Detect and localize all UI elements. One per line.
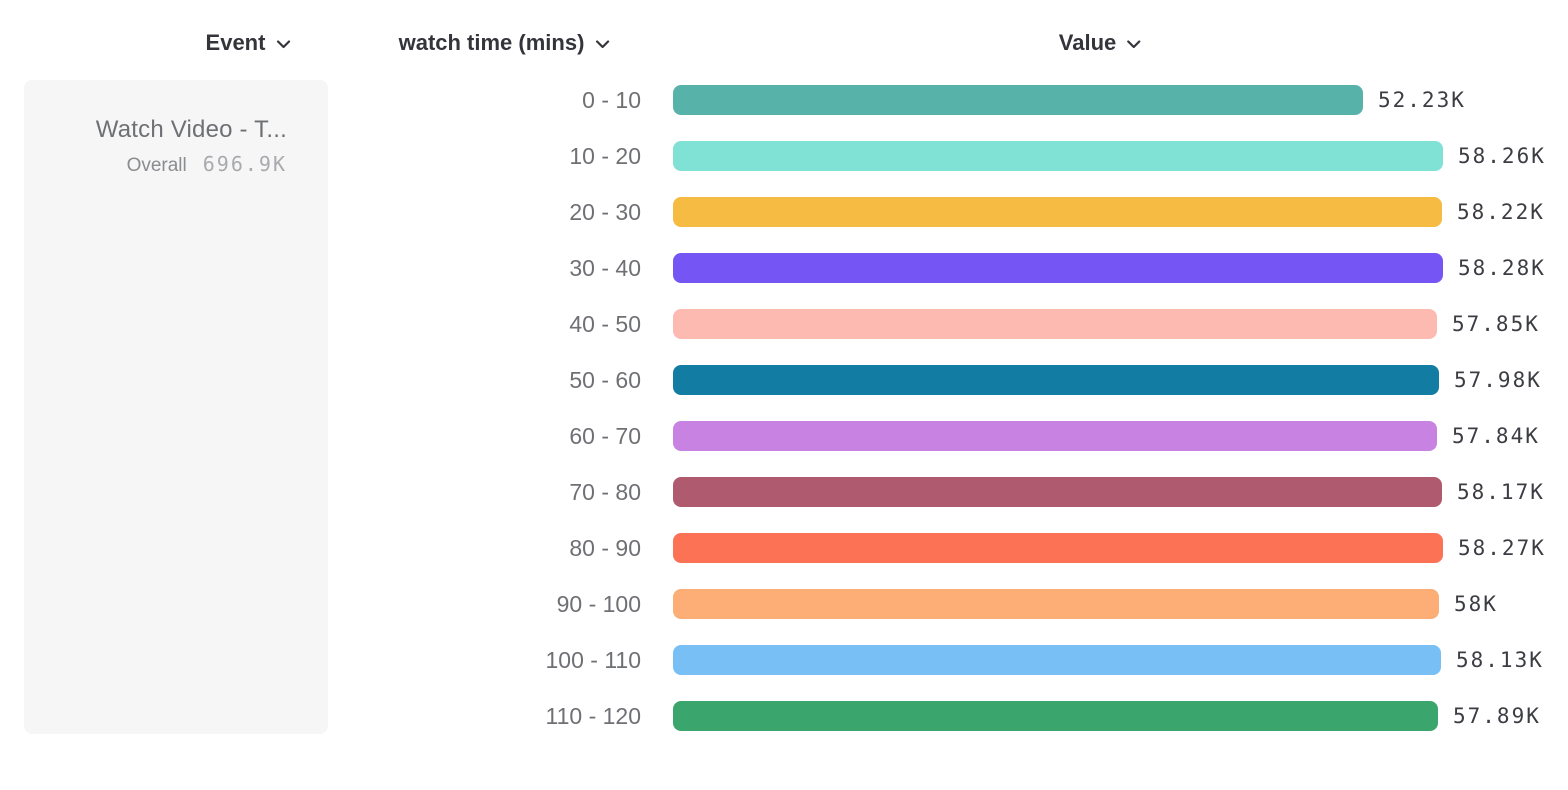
value-column-dropdown[interactable]: Value — [1059, 28, 1141, 58]
value-label: 58.27K — [1458, 536, 1546, 560]
value-label: 58.26K — [1458, 144, 1546, 168]
value-label: 52.23K — [1378, 88, 1466, 112]
chevron-down-icon — [276, 40, 291, 49]
value-bar[interactable] — [673, 197, 1442, 227]
value-bar[interactable] — [673, 701, 1438, 731]
bucket-label: 40 - 50 — [569, 310, 641, 337]
value-label: 57.85K — [1452, 312, 1540, 336]
bar-row: 70 - 80 58.17K — [0, 464, 1568, 520]
bar-row: 80 - 90 58.27K — [0, 520, 1568, 576]
overall-value: 696.9K — [202, 152, 287, 176]
bucket-label: 30 - 40 — [569, 254, 641, 281]
bucket-label: 20 - 30 — [569, 198, 641, 225]
value-bar[interactable] — [673, 309, 1437, 339]
value-label: 57.89K — [1453, 704, 1541, 728]
bucket-label: 60 - 70 — [569, 422, 641, 449]
overall-label: Overall — [126, 155, 187, 176]
bar-row: 100 - 110 58.13K — [0, 632, 1568, 688]
value-bar[interactable] — [673, 421, 1437, 451]
event-card[interactable]: Watch Video - T... Overall 696.9K — [24, 80, 328, 734]
bucket-label: 90 - 100 — [556, 590, 641, 617]
bucket-label: 110 - 120 — [545, 702, 641, 729]
value-bar[interactable] — [673, 85, 1363, 115]
value-bar[interactable] — [673, 141, 1443, 171]
value-label: 58K — [1454, 592, 1498, 616]
event-overall-row: Overall 696.9K — [44, 152, 287, 177]
bar-row: 30 - 40 58.28K — [0, 240, 1568, 296]
value-label: 58.13K — [1456, 648, 1544, 672]
bucket-label: 10 - 20 — [569, 142, 641, 169]
bar-chart: 0 - 10 52.23K 10 - 20 58.26K 20 - 30 58.22K 30… — [0, 72, 1568, 744]
bucket-label: 100 - 110 — [545, 646, 641, 673]
value-bar[interactable] — [673, 477, 1442, 507]
value-bar[interactable] — [673, 533, 1443, 563]
bar-row: 0 - 10 52.23K — [0, 72, 1568, 128]
value-bar[interactable] — [673, 645, 1441, 675]
value-label: 57.84K — [1452, 424, 1540, 448]
event-column-dropdown[interactable]: Event — [206, 28, 291, 58]
value-label: 57.98K — [1454, 368, 1542, 392]
value-bar[interactable] — [673, 365, 1439, 395]
bucket-label: 50 - 60 — [569, 366, 641, 393]
bucket-label: 70 - 80 — [569, 478, 641, 505]
bar-row: 10 - 20 58.26K — [0, 128, 1568, 184]
bucket-label: 80 - 90 — [569, 534, 641, 561]
bar-row: 40 - 50 57.85K — [0, 296, 1568, 352]
chevron-down-icon — [595, 40, 610, 49]
bar-row: 90 - 100 58K — [0, 576, 1568, 632]
bar-row: 60 - 70 57.84K — [0, 408, 1568, 464]
chevron-down-icon — [1127, 40, 1141, 49]
bucket-label: 0 - 10 — [582, 86, 641, 113]
event-column-label: Event — [205, 30, 266, 55]
value-label: 58.22K — [1457, 200, 1545, 224]
bar-row: 110 - 120 57.89K — [0, 688, 1568, 744]
value-bar[interactable] — [673, 253, 1443, 283]
breakdown-column-label: watch time (mins) — [398, 30, 585, 55]
bar-row: 20 - 30 58.22K — [0, 184, 1568, 240]
value-label: 58.28K — [1458, 256, 1546, 280]
breakdown-column-dropdown[interactable]: watch time (mins) — [399, 28, 610, 58]
value-label: 58.17K — [1457, 480, 1545, 504]
bar-row: 50 - 60 57.98K — [0, 352, 1568, 408]
event-title: Watch Video - T... — [95, 116, 287, 143]
value-bar[interactable] — [673, 589, 1439, 619]
value-column-label: Value — [1058, 30, 1117, 55]
